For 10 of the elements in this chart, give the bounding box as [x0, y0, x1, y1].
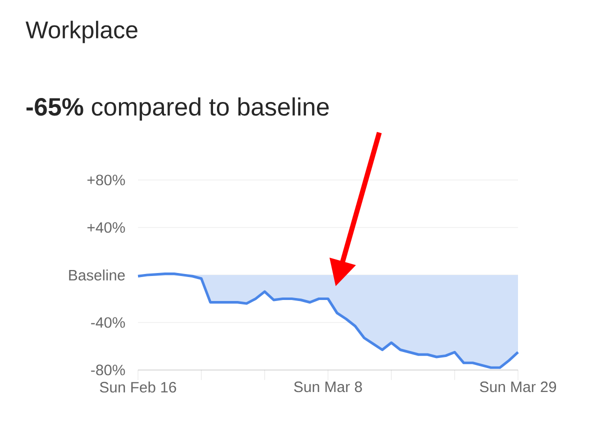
chart-subtitle: -65% compared to baseline [26, 97, 329, 121]
y-tick-label: +40% [87, 222, 125, 233]
chart-title: Workplace [26, 20, 138, 44]
x-tick-label: Sun Mar 8 [294, 382, 362, 392]
y-tick-label: +80% [87, 174, 125, 186]
y-tick-label: Baseline [69, 269, 125, 281]
x-tick-label: Sun Feb 16 [100, 382, 176, 393]
y-tick-label: -80% [91, 364, 125, 376]
x-tick-label: Sun Mar 29 [480, 382, 556, 392]
y-tick-label: -40% [91, 317, 125, 328]
